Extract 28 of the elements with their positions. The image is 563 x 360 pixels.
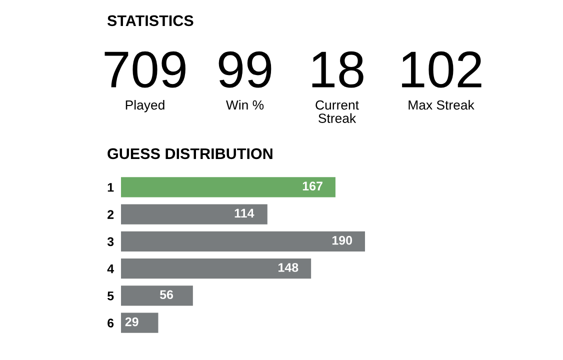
y-tick-label: 2 bbox=[108, 210, 114, 219]
chart-title: GUESS DISTRIBUTION bbox=[108, 148, 272, 160]
data-label: 190 bbox=[332, 236, 352, 245]
y-tick-label: 5 bbox=[107, 292, 114, 300]
category-label: Current Streak bbox=[316, 100, 359, 123]
y-tick-label: 6 bbox=[108, 318, 114, 328]
data-label: 99 bbox=[218, 51, 272, 88]
category-label: Max Streak bbox=[408, 100, 474, 110]
bar bbox=[121, 231, 365, 252]
y-tick-label: 3 bbox=[107, 237, 114, 246]
data-label: 29 bbox=[125, 317, 138, 326]
data-label: 148 bbox=[278, 263, 298, 272]
y-tick-label: 4 bbox=[107, 264, 114, 274]
data-label: 102 bbox=[402, 51, 482, 88]
data-label: 709 bbox=[104, 51, 186, 88]
bar bbox=[121, 258, 312, 279]
bar bbox=[121, 204, 268, 224]
bar bbox=[121, 177, 336, 198]
data-label: 18 bbox=[312, 51, 364, 88]
category-label: Win % bbox=[226, 100, 264, 110]
y-tick-label: 1 bbox=[108, 183, 114, 192]
category-label: Played bbox=[126, 100, 164, 112]
data-label: 114 bbox=[234, 208, 254, 218]
text: STATISTICS bbox=[107, 15, 194, 26]
data-label: 56 bbox=[160, 290, 174, 300]
bar bbox=[121, 312, 158, 333]
data-label: 167 bbox=[302, 182, 322, 191]
bar bbox=[121, 286, 193, 306]
